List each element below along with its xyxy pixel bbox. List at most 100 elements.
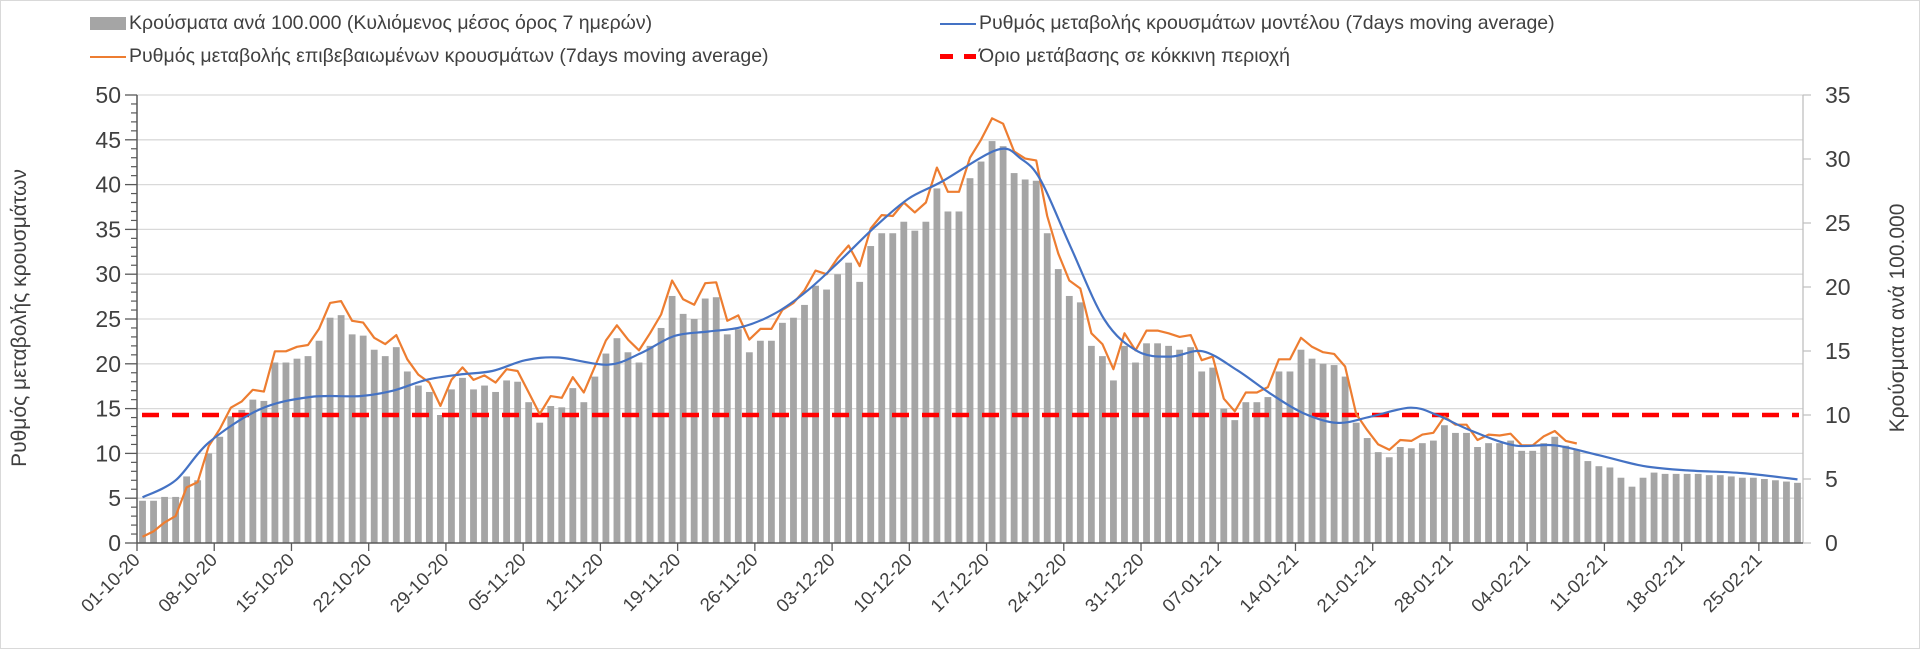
bar-cases-per-100k [1396, 447, 1404, 543]
bar-cases-per-100k [326, 317, 334, 543]
x-tick-label: 11-02-21 [1545, 549, 1611, 615]
y-right-tick-label: 20 [1825, 274, 1851, 300]
bar-cases-per-100k [845, 262, 853, 543]
bar-cases-per-100k [503, 380, 511, 543]
y-right-tick-label: 10 [1825, 402, 1851, 428]
bar-cases-per-100k [1496, 443, 1503, 543]
bar-cases-per-100k [414, 385, 422, 543]
bar-cases-per-100k [734, 329, 742, 543]
bar-cases-per-100k [878, 233, 886, 544]
bar-cases-per-100k [1374, 452, 1382, 543]
bar-cases-per-100k [1727, 476, 1735, 543]
confirmed-rate-line [142, 117, 1578, 538]
bar-cases-per-100k [1275, 371, 1283, 543]
bar-cases-per-100k [525, 402, 533, 543]
x-tick-label: 28-01-21 [1390, 549, 1457, 616]
bar-cases-per-100k [1485, 443, 1492, 543]
bar-cases-per-100k [723, 334, 731, 543]
bar-cases-per-100k [745, 352, 753, 543]
legend-item-model-rate: Ρυθμός μεταβολής κρουσμάτων μοντέλου (7d… [940, 12, 1555, 35]
bar-cases-per-100k [768, 340, 775, 543]
bar-cases-per-100k [1341, 376, 1349, 543]
y-left-tick-label: 40 [95, 172, 121, 198]
bar-cases-per-100k [591, 376, 599, 543]
bar-cases-per-100k [238, 409, 246, 543]
bar-cases-per-100k [1308, 358, 1316, 543]
bar-cases-per-100k [679, 313, 687, 543]
bar-cases-per-100k [139, 500, 146, 543]
legend-blue-line-icon [940, 22, 976, 25]
bar-cases-per-100k [150, 500, 157, 543]
bar-cases-per-100k [249, 399, 257, 543]
bar-cases-per-100k [337, 315, 345, 543]
x-tick-label: 03-12-20 [772, 549, 839, 616]
bar-cases-per-100k [1010, 173, 1018, 543]
bar-cases-per-100k [1165, 345, 1172, 543]
bar-cases-per-100k [1441, 425, 1448, 543]
bar-cases-per-100k [668, 295, 676, 543]
bar-cases-per-100k [900, 221, 908, 543]
x-tick-label: 19-11-20 [618, 549, 684, 615]
legend-orange-line-icon [90, 55, 126, 58]
bar-cases-per-100k [801, 304, 808, 543]
bar-cases-per-100k [823, 289, 830, 543]
bar-cases-per-100k [194, 480, 202, 543]
bar-cases-per-100k [889, 233, 897, 544]
x-tick-label: 21-01-21 [1312, 549, 1379, 616]
bar-cases-per-100k [602, 353, 610, 543]
bar-cases-per-100k [514, 381, 522, 543]
bar-cases-per-100k [1286, 371, 1294, 543]
bar-cases-per-100k [1319, 363, 1327, 543]
bar-cases-per-100k [1606, 467, 1614, 543]
legend-label: Κρούσματα ανά 100.000 (Κυλιόμενος μέσος … [129, 12, 653, 34]
y-left-tick-label: 10 [95, 440, 121, 466]
bar-cases-per-100k [1452, 432, 1459, 543]
bar-cases-per-100k [1650, 472, 1658, 543]
bar-cases-per-100k [1573, 449, 1581, 543]
bar-cases-per-100k [911, 230, 919, 543]
bar-cases-per-100k [1087, 345, 1095, 543]
bar-cases-per-100k [1760, 479, 1768, 543]
y-right-tick-label: 30 [1825, 146, 1851, 172]
bar-cases-per-100k [1749, 477, 1757, 543]
bar-cases-per-100k [470, 389, 477, 543]
y-right-tick-label: 15 [1825, 338, 1851, 364]
x-tick-label: 08-10-20 [154, 549, 221, 616]
y-right-tick-label: 5 [1825, 466, 1838, 492]
bar-cases-per-100k [690, 319, 698, 543]
bar-cases-per-100k [635, 362, 643, 543]
bar-cases-per-100k [370, 349, 378, 543]
bar-cases-per-100k [1463, 432, 1470, 543]
bar-cases-per-100k [1716, 475, 1724, 543]
bar-cases-per-100k [1628, 486, 1636, 543]
bar-cases-per-100k [1132, 362, 1139, 543]
y-left-tick-label: 25 [95, 306, 121, 332]
bar-cases-per-100k [1540, 443, 1548, 543]
bar-cases-per-100k [437, 415, 444, 543]
y-right-tick-label: 25 [1825, 210, 1851, 236]
bar-cases-per-100k [1407, 448, 1415, 543]
bar-cases-per-100k [1043, 233, 1051, 544]
bar-cases-per-100k [1584, 461, 1592, 543]
legend-bar-swatch-icon [90, 17, 126, 30]
bar-cases-per-100k [1474, 447, 1481, 543]
bar-cases-per-100k [1794, 482, 1801, 543]
bar-cases-per-100k [1187, 347, 1195, 543]
legend-label: Ρυθμός μεταβολής επιβεβαιωμένων κρουσμάτ… [129, 45, 769, 67]
bar-cases-per-100k [1176, 349, 1184, 543]
bar-cases-per-100k [425, 391, 433, 543]
bar-cases-per-100k [1672, 473, 1680, 543]
bar-cases-per-100k [216, 436, 224, 543]
bar-cases-per-100k [282, 362, 290, 543]
bar-cases-per-100k [955, 211, 963, 544]
y-left-tick-label: 0 [108, 530, 121, 556]
bar-cases-per-100k [1220, 408, 1228, 543]
legend-label: Όριο μετάβασης σε κόκκινη περιοχή [979, 45, 1290, 67]
bar-cases-per-100k [1661, 473, 1669, 543]
bar-cases-per-100k [646, 345, 654, 543]
bar-cases-per-100k [1352, 422, 1360, 543]
bar-cases-per-100k [1639, 477, 1647, 543]
bar-cases-per-100k [403, 371, 411, 543]
bar-cases-per-100k [1363, 438, 1371, 543]
